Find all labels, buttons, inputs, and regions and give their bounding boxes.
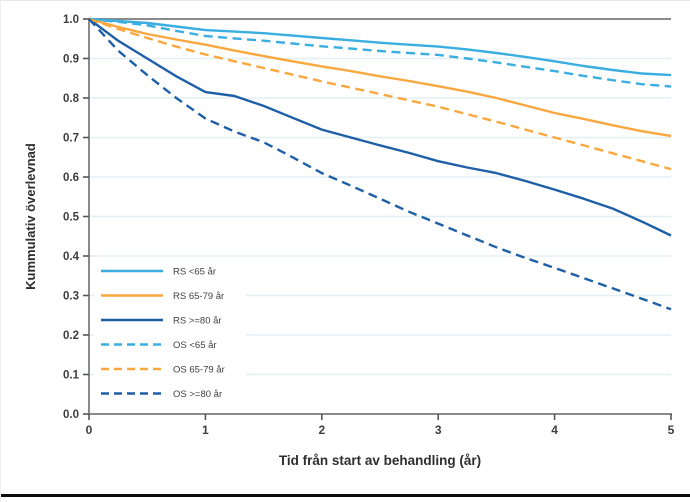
x-tick-label: 0 [86, 423, 93, 437]
x-axis-title: Tid från start av behandling (år) [279, 453, 481, 468]
y-tick-label: 0.6 [63, 172, 79, 184]
y-tick-label: 0.5 [63, 212, 80, 224]
y-tick-label: 0.7 [63, 133, 79, 145]
x-tick-label: 5 [668, 423, 675, 437]
legend-label-os-65-79-r: OS 65-79 år [173, 365, 225, 376]
y-axis-title: Kummulativ överlevnad [23, 143, 38, 290]
y-tick-label: 0.4 [63, 251, 80, 263]
y-tick-label: 0.2 [63, 330, 79, 342]
series-line-os-65-79-r [88, 17, 672, 171]
series-line-rs-65-r [88, 17, 672, 77]
legend-label-rs-65-79-r: RS 65-79 år [173, 291, 224, 302]
legend-label-rs-80-r: RS >=80 år [173, 316, 222, 327]
legend-label-os-65-r: OS <65 år [173, 340, 217, 351]
x-tick-label: 4 [551, 423, 558, 437]
x-tick-label: 2 [318, 423, 325, 437]
series-line-rs-65-79-r [88, 17, 672, 138]
series-line-os-80-r [88, 18, 672, 311]
y-tick-label: 0.3 [63, 291, 79, 303]
legend-label-rs-65-r: RS <65 år [173, 267, 216, 278]
y-tick-label: 0.1 [63, 370, 80, 382]
x-tick-label: 3 [435, 423, 442, 437]
y-tick-label: 0.8 [63, 93, 80, 105]
series-line-os-65-r [88, 17, 672, 88]
bottom-divider-line [1, 494, 690, 497]
legend-background [94, 258, 246, 407]
legend-label-os-80-r: OS >=80 år [173, 389, 222, 400]
y-tick-label: 0.0 [63, 409, 79, 421]
series-line-rs-80-r [88, 18, 672, 237]
y-tick-label: 0.9 [63, 54, 79, 66]
y-tick-label: 1.0 [63, 14, 79, 26]
x-tick-label: 1 [202, 423, 209, 437]
